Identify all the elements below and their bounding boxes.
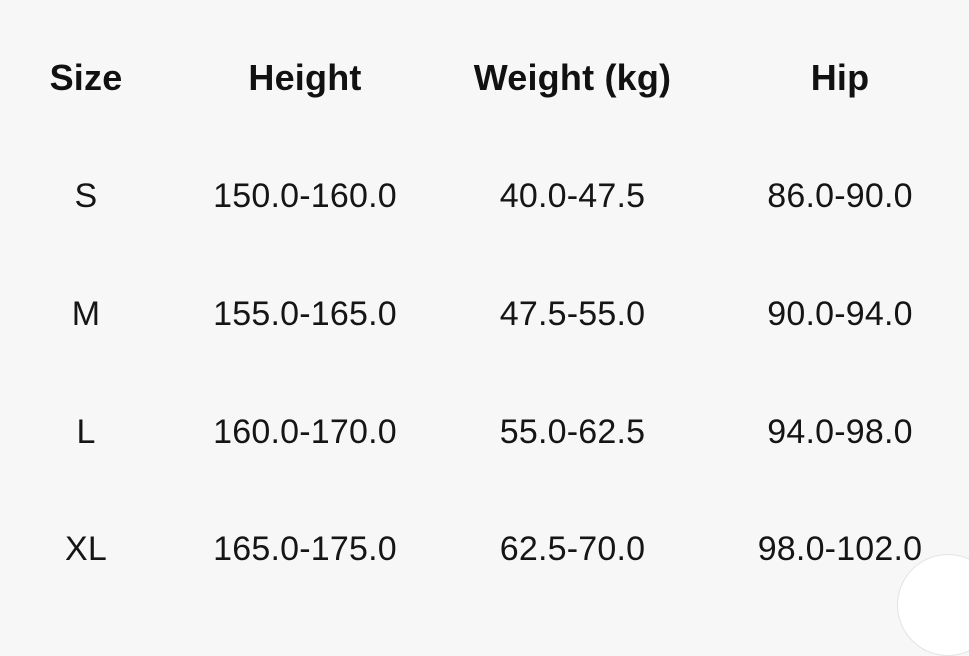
size-cell: L [76,413,96,451]
weight-cell: 62.5-70.0 [499,530,646,568]
table-row: XL 165.0-175.0 62.5-70.0 98.0-102.0 [0,519,969,579]
column-header-hip: Hip [810,57,870,98]
size-cell: M [71,295,101,333]
table-row: M 155.0-165.0 47.5-55.0 90.0-94.0 [0,284,969,344]
hip-cell: 90.0-94.0 [767,295,913,333]
column-header-size: Size [49,57,123,98]
hip-cell: 94.0-98.0 [767,413,913,451]
height-cell: 150.0-160.0 [213,177,397,215]
size-cell: S [74,177,98,215]
height-cell: 165.0-175.0 [213,530,397,568]
table-header-row: Size Height Weight (kg) Hip [0,48,969,108]
hip-cell: 98.0-102.0 [757,530,923,568]
weight-cell: 47.5-55.0 [499,295,646,333]
hip-cell: 86.0-90.0 [767,177,913,215]
size-cell: XL [65,530,107,568]
column-header-height: Height [248,57,362,98]
height-cell: 155.0-165.0 [213,295,397,333]
column-header-weight: Weight (kg) [473,57,672,98]
table-row: L 160.0-170.0 55.0-62.5 94.0-98.0 [0,402,969,462]
weight-cell: 55.0-62.5 [499,413,646,451]
weight-cell: 40.0-47.5 [499,177,646,215]
table-row: S 150.0-160.0 40.0-47.5 86.0-90.0 [0,166,969,226]
height-cell: 160.0-170.0 [213,413,397,451]
size-chart-table: Size Height Weight (kg) Hip S 150.0-160.… [0,48,969,579]
